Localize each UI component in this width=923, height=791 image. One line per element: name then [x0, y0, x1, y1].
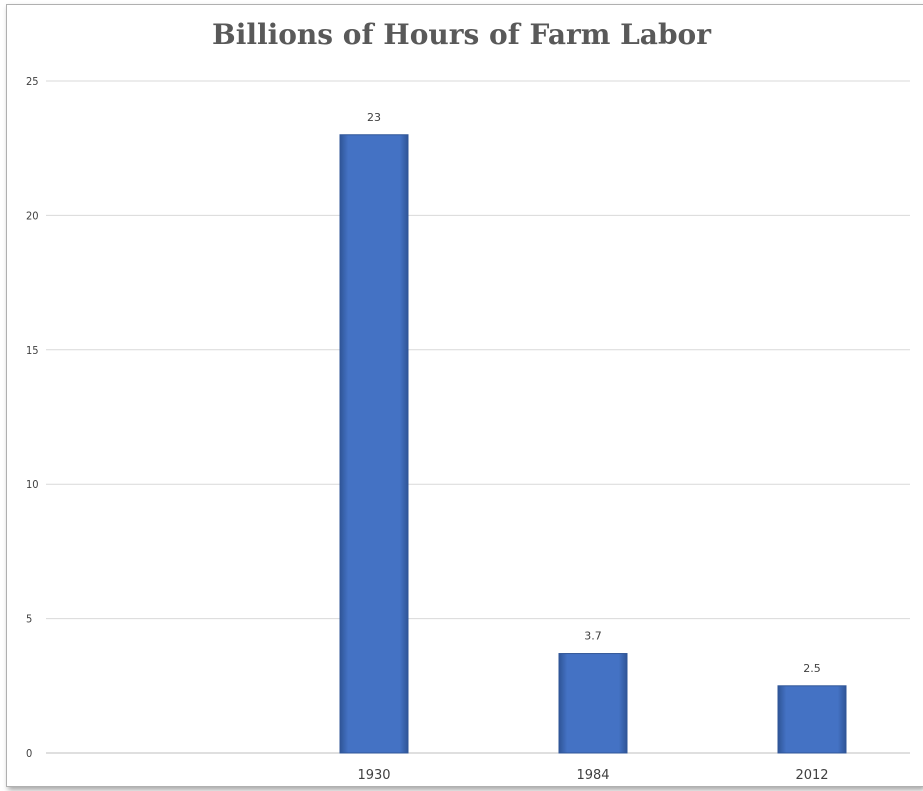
- bar: [558, 653, 628, 754]
- bars: [339, 134, 847, 754]
- data-labels: 23 3.7 2.5: [367, 111, 821, 675]
- bar: [339, 134, 409, 754]
- bar: [777, 685, 847, 754]
- y-tick-label: 10: [26, 478, 39, 491]
- y-tick-label: 0: [26, 747, 32, 760]
- x-tick-label: 2012: [795, 768, 828, 783]
- chart-title: Billions of Hours of Farm Labor: [212, 18, 711, 51]
- y-tick-label: 20: [26, 209, 39, 222]
- y-tick-label: 15: [26, 344, 39, 357]
- y-axis-ticks: 0 5 10 15 20 25: [26, 75, 39, 760]
- gridlines: [46, 80, 910, 754]
- y-tick-label: 5: [26, 613, 32, 626]
- data-label: 23: [367, 111, 381, 124]
- x-tick-label: 1930: [357, 768, 390, 783]
- x-tick-label: 1984: [576, 768, 609, 783]
- x-axis-ticks: 1930 1984 2012: [357, 768, 828, 783]
- data-label: 3.7: [584, 630, 602, 643]
- chart-area: [6, 4, 923, 787]
- data-label: 2.5: [803, 662, 821, 675]
- y-tick-label: 25: [26, 75, 39, 88]
